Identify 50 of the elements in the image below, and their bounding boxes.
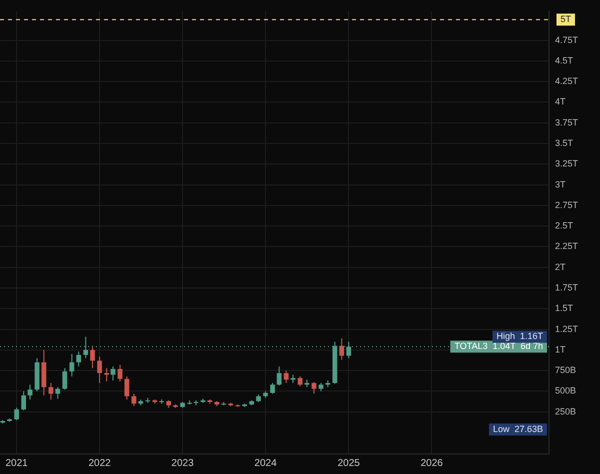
- candlestick: [118, 364, 122, 382]
- candlestick: [110, 366, 116, 382]
- candlestick: [276, 366, 282, 386]
- y-tick-label: 2.25T: [555, 241, 579, 252]
- candlestick: [83, 336, 88, 359]
- candlestick: [298, 376, 302, 387]
- y-tick-label: 1.25T: [555, 324, 579, 334]
- x-tick-label: 2024: [254, 458, 278, 469]
- candlestick: [104, 368, 110, 382]
- x-tick-label: 2022: [88, 458, 112, 469]
- x-tick-label: 2023: [171, 458, 194, 469]
- candlestick: [48, 382, 54, 400]
- candlestick: [284, 370, 289, 384]
- y-tick-label: 1T: [555, 344, 566, 354]
- y-tick-label: 2.5T: [555, 220, 574, 231]
- y-tick-label: 4.5T: [555, 55, 574, 66]
- annotation: High 1.16T: [496, 331, 544, 342]
- candlestick: [14, 407, 19, 421]
- y-tick-label: 2.75T: [555, 200, 579, 210]
- y-tick-label: 500B: [555, 386, 576, 396]
- candlestick: [97, 356, 102, 384]
- candlestick: [69, 354, 74, 377]
- candlestick: [28, 384, 32, 400]
- candlestick: [346, 341, 352, 359]
- y-tick-label: 750B: [555, 365, 576, 376]
- y-tick-label: 1.5T: [555, 303, 574, 314]
- x-tick-label: 2025: [338, 458, 360, 469]
- ref-line-label: TOTAL3 1.04T 6d 7h: [454, 341, 543, 352]
- candlestick: [62, 368, 68, 390]
- x-tick-label: 2021: [5, 458, 28, 469]
- y-tick-label: 3T: [555, 179, 566, 190]
- annotation: Low 27.63B: [492, 424, 543, 434]
- y-tick-label: 4T: [555, 96, 566, 107]
- y-tick-label: 1.75T: [555, 282, 579, 293]
- y-tick-label: 3.25T: [555, 158, 579, 169]
- candlestick: [21, 390, 26, 411]
- y-tick-label: 3.5T: [555, 138, 574, 148]
- candlestick: [76, 351, 82, 367]
- y-tick-label: 3.75T: [555, 117, 579, 128]
- ref-line-label: 5T: [560, 14, 572, 24]
- x-tick-label: 2026: [420, 458, 444, 469]
- y-tick-label: 2T: [555, 262, 566, 272]
- y-tick-label: 4.75T: [555, 34, 579, 45]
- y-tick-label: 250B: [555, 406, 576, 416]
- candlestick: [124, 376, 130, 400]
- candlestick: [132, 393, 136, 407]
- y-tick-label: 4.25T: [555, 76, 579, 86]
- candlestick: [312, 382, 316, 394]
- candlestick: [90, 345, 95, 369]
- candlestick: [270, 382, 275, 394]
